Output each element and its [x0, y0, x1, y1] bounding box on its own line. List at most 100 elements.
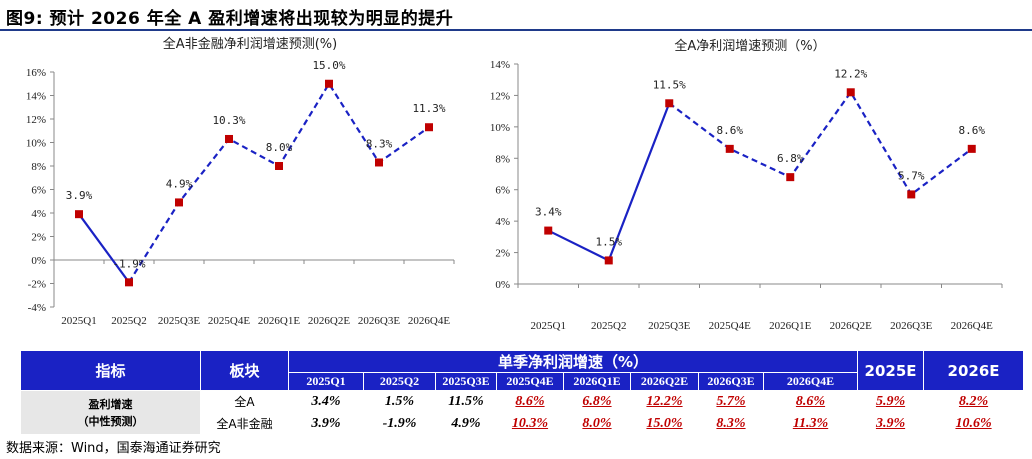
value-cell: 11.3% [762, 412, 859, 435]
data-label: 3.4% [535, 206, 562, 219]
quarter-header: 2026Q1E [563, 372, 631, 391]
data-point [967, 144, 976, 153]
quarter-header: 2026Q3E [698, 372, 764, 391]
x-tick-label: 2025Q4E [208, 315, 250, 327]
chart-title: 全A非金融净利润增速预测(%) [163, 36, 337, 52]
series-line-forecast [668, 90, 973, 197]
chart-all-a: 全A净利润增速预测（%） 14% 12% 10% 8% 6% 4% 2% 0% 2025Q1 202… [490, 38, 1003, 332]
data-point [725, 144, 734, 153]
x-tick-label: 2026Q2E [308, 315, 350, 327]
y-tick-label: 4% [31, 208, 46, 220]
data-label: 6.8% [777, 152, 804, 165]
source-note: 数据来源：Wind，国泰海通证券研究 [6, 441, 221, 456]
quarter-header: 2025Q1 [288, 372, 364, 391]
row-label-profit-growth: 盈利增速 （中性预测） [20, 390, 201, 435]
quarter-header: 2025Q2 [363, 372, 436, 391]
data-point [375, 158, 383, 167]
value-cell: -1.9% [363, 412, 436, 435]
value-cell: 3.4% [288, 390, 364, 413]
data-point [325, 79, 333, 88]
y-tick-label: 2% [495, 248, 510, 260]
x-tick-label: 2026Q4E [408, 315, 450, 327]
x-tick-label: 2026Q3E [358, 315, 400, 327]
data-point [125, 278, 133, 287]
value-cell: 15.0% [630, 412, 699, 435]
x-tick-label: 2025Q2 [591, 320, 626, 332]
data-point [544, 226, 553, 235]
data-label: 8.6% [959, 124, 986, 137]
x-tick-label: 2025Q3E [648, 320, 690, 332]
data-label: 15.0% [312, 59, 345, 72]
y-tick-label: 2% [31, 232, 46, 244]
sector-cell: 全A非金融 [200, 412, 289, 435]
x-tick-label: 2025Q2 [111, 315, 146, 327]
y-tick-label: 12% [490, 90, 510, 102]
y-tick-label: 0% [31, 255, 46, 267]
value-cell: 6.8% [563, 390, 631, 413]
series-line-actual [78, 213, 130, 283]
data-label: -1.9% [112, 257, 145, 270]
data-label: 3.9% [66, 189, 93, 202]
header-quarterly-growth: 单季净利润增速（%） [287, 350, 859, 373]
x-tick-label: 2026Q3E [890, 320, 932, 332]
y-tick-label: 6% [31, 185, 46, 197]
quarter-header: 2025Q4E [496, 372, 564, 391]
value-cell: 10.3% [496, 412, 564, 435]
value-cell: 8.3% [698, 412, 764, 435]
row-label-line2: （中性预测） [77, 414, 144, 428]
data-point [907, 190, 916, 199]
y-tick-label: 14% [26, 91, 46, 103]
y-tick-label: 4% [495, 216, 510, 228]
header-2026e: 2026E [923, 350, 1025, 391]
quarter-header: 2025Q3E [435, 372, 497, 391]
y-tick-label: 14% [490, 59, 510, 71]
data-label: 1.5% [596, 235, 623, 248]
data-point [604, 256, 613, 265]
value-cell: 8.6% [496, 390, 564, 413]
data-point [75, 210, 83, 219]
y-tick-label: 6% [495, 185, 510, 197]
chart-title: 全A净利润增速预测（%） [674, 38, 825, 54]
x-tick-label: 2025Q1 [531, 320, 566, 332]
data-label: 8.3% [366, 137, 393, 150]
sector-cell: 全A [200, 390, 289, 413]
value-cell: 8.2% [923, 390, 1025, 413]
data-label: 12.2% [834, 67, 867, 80]
y-tick-label: 12% [26, 114, 46, 126]
value-cell: 1.5% [363, 390, 436, 413]
y-tick-label: 8% [31, 161, 46, 173]
y-tick-label: 10% [490, 122, 510, 134]
value-cell: 12.2% [630, 390, 699, 413]
data-point [425, 123, 433, 132]
data-label: 8.6% [717, 124, 744, 137]
data-point [175, 198, 183, 207]
y-tick-label: 10% [26, 138, 46, 150]
y-tick-label: 0% [495, 279, 510, 291]
data-label: 10.3% [212, 114, 245, 127]
value-cell: 8.6% [762, 390, 859, 413]
value-cell: 5.7% [698, 390, 764, 413]
data-point [786, 173, 795, 182]
x-tick-label: 2026Q4E [951, 320, 993, 332]
quarter-header: 2026Q2E [630, 372, 699, 391]
x-tick-label: 2026Q2E [830, 320, 872, 332]
y-tick-label: 16% [26, 67, 46, 79]
value-cell: 3.9% [288, 412, 364, 435]
value-cell: 11.5% [435, 390, 497, 413]
y-tick-label: -4% [28, 302, 46, 314]
figure-title: 图9: 预计 2026 年全 A 盈利增速将出现较为明显的提升 [6, 9, 454, 29]
data-point [225, 134, 233, 143]
x-tick-label: 2026Q1E [769, 320, 811, 332]
x-tick-label: 2025Q3E [158, 315, 200, 327]
chart-nonfinancial: 全A非金融净利润增速预测(%) 16% 14% 12% 10% 8% 6% 4% 2% 0% -2%… [26, 36, 455, 327]
value-cell: 4.9% [435, 412, 497, 435]
data-label: 8.0% [266, 141, 293, 154]
y-tick-label: -2% [28, 279, 46, 291]
value-cell: 5.9% [857, 390, 925, 413]
data-label: 11.3% [412, 102, 445, 115]
header-2025e: 2025E [857, 350, 925, 391]
header-sector: 板块 [200, 350, 289, 391]
value-cell: 10.6% [923, 412, 1025, 435]
value-cell: 8.0% [563, 412, 631, 435]
x-tick-label: 2025Q4E [709, 320, 751, 332]
